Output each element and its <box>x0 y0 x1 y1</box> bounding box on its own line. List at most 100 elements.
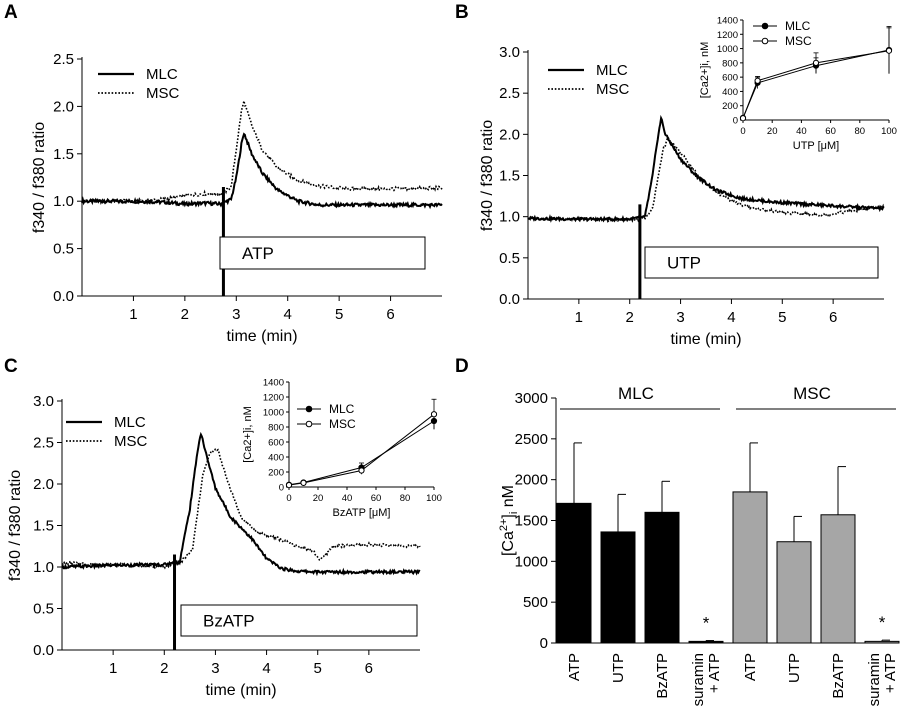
legend-label-mlc: MLC <box>596 62 628 79</box>
y-tick-label: 1.0 <box>33 559 54 576</box>
y-tick-label: 1.5 <box>499 168 520 185</box>
y-tick-label: 2.5 <box>499 85 520 102</box>
inset-x-axis-label: UTP [μM] <box>793 140 839 152</box>
y-tick-label: 3.0 <box>33 393 54 410</box>
agonist-box <box>180 604 418 637</box>
inset-legend-marker <box>761 22 769 30</box>
y-tick-label: 2.0 <box>53 98 74 115</box>
agonist-box <box>219 236 426 270</box>
inset-y-tick-label: 1000 <box>263 408 284 419</box>
x-tick-label: 2 <box>626 309 634 326</box>
y-tick-label: 2.5 <box>33 435 54 452</box>
panel-label-c: C <box>4 356 18 377</box>
inset-legend-marker <box>305 420 313 428</box>
x-tick-label: 5 <box>778 309 786 326</box>
category-label: UTP <box>610 653 627 683</box>
panel-d-chart: 0 500 1000 1500 2000 2500 3000 [Ca2+]i nM ATP UTP… <box>498 384 900 706</box>
category-label: suramin+ ATP <box>866 653 899 706</box>
x-tick-label: 5 <box>314 660 322 677</box>
inset-legend-label-mlc: MLC <box>785 19 811 33</box>
agonist-label: ATP <box>242 244 274 263</box>
inset-x-tick-label: 20 <box>313 493 324 504</box>
inset-legend-marker <box>761 37 769 45</box>
y-tick-label: 1.0 <box>53 193 74 210</box>
y-tick-label: 0.5 <box>499 250 520 267</box>
legend-label-msc: MSC <box>146 85 180 102</box>
bar-mlc <box>644 511 680 644</box>
y-tick-label: 1.0 <box>499 209 520 226</box>
inset-y-tick-label: 400 <box>268 453 284 464</box>
y-tick-label: 3.0 <box>499 44 520 61</box>
inset-point-msc <box>300 479 307 486</box>
y-tick-label: 500 <box>523 594 548 611</box>
inset-point-msc <box>812 59 820 66</box>
x-tick-label: 6 <box>365 660 373 677</box>
x-axis-label: time (min) <box>226 328 297 345</box>
inset-point-msc <box>739 115 747 122</box>
significance-marker: * <box>703 614 710 633</box>
bar-msc <box>776 541 812 644</box>
bar-mlc <box>688 640 724 644</box>
y-tick-label: 0 <box>540 635 548 652</box>
inset-x-tick-label: 80 <box>400 493 411 504</box>
x-tick-label: 2 <box>160 660 168 677</box>
category-label: ATP <box>566 653 583 681</box>
bar-msc <box>864 640 900 644</box>
x-tick-label: 3 <box>211 660 219 677</box>
y-tick-label: 2000 <box>515 472 548 489</box>
y-tick-label: 1000 <box>515 553 548 570</box>
panel-c-chart: 0.0 0.5 1.0 1.5 2.0 2.5 3.0 1 2 3 4 5 6 time (min) f34… <box>7 378 442 700</box>
panel-b-chart: 0.0 0.5 1.0 1.5 2.0 2.5 3.0 1 2 3 4 5 6 time (min) f34… <box>479 16 897 349</box>
inset-y-tick-label: 200 <box>722 101 738 112</box>
category-label: BzATP <box>830 653 847 699</box>
y-tick-label: 0.0 <box>499 291 520 308</box>
inset-point-msc <box>285 482 293 489</box>
x-tick-label: 4 <box>262 660 270 677</box>
inset-legend-label-msc: MSC <box>329 417 356 431</box>
y-tick-label: 1500 <box>515 513 548 530</box>
significance-marker: * <box>879 613 886 632</box>
legend-label-mlc: MLC <box>146 66 178 83</box>
x-tick-label: 5 <box>335 306 343 323</box>
inset-y-tick-label: 600 <box>722 73 738 84</box>
category-label: suramin+ ATP <box>690 653 723 706</box>
inset-x-tick-label: 100 <box>881 126 897 137</box>
y-tick-label: 2500 <box>515 431 548 448</box>
inset-x-tick-label: 80 <box>855 126 866 137</box>
inset-y-tick-label: 1000 <box>717 44 738 55</box>
y-tick-label: 1.5 <box>33 518 54 535</box>
y-axis-label: [Ca2+]i nM <box>498 485 520 556</box>
x-tick-label: 1 <box>129 306 137 323</box>
trace-mlc <box>81 132 443 210</box>
trace-msc <box>61 448 421 570</box>
x-tick-label: 1 <box>109 660 117 677</box>
panel-label-a: A <box>4 2 18 23</box>
agonist-label: UTP <box>667 254 701 273</box>
inset-x-tick-label: 60 <box>371 493 382 504</box>
y-tick-label: 2.0 <box>499 126 520 143</box>
inset-line-msc <box>288 413 435 486</box>
inset-legend-marker <box>305 405 313 413</box>
y-axis-label: f340 / f380 ratio <box>31 122 48 233</box>
inset-x-tick-label: 60 <box>825 126 836 137</box>
panel-a-chart: 0.0 0.5 1.0 1.5 2.0 2.5 1 2 3 4 5 6 time (min) f340 /… <box>31 51 443 345</box>
group-label-msc: MSC <box>793 384 831 403</box>
panel-label-d: D <box>455 356 469 377</box>
category-label: BzATP <box>654 653 671 699</box>
bar-msc <box>820 514 856 644</box>
inset-y-tick-label: 600 <box>268 438 284 449</box>
inset-y-axis-label: [Ca2+]i, nM <box>699 42 711 99</box>
x-tick-label: 1 <box>575 309 583 326</box>
legend-label-msc: MSC <box>114 433 148 450</box>
x-tick-label: 3 <box>232 306 240 323</box>
x-tick-label: 4 <box>727 309 735 326</box>
inset-y-axis-label: [Ca2+]i, nM <box>242 406 254 463</box>
agonist-label: BzATP <box>203 612 255 631</box>
trace-msc <box>527 135 885 223</box>
bar-mlc <box>600 531 636 644</box>
inset-y-tick-label: 800 <box>268 423 284 434</box>
x-axis-label: time (min) <box>670 331 741 348</box>
inset-x-tick-label: 0 <box>286 493 291 504</box>
legend-label-mlc: MLC <box>114 414 146 431</box>
inset-x-tick-label: 40 <box>796 126 807 137</box>
